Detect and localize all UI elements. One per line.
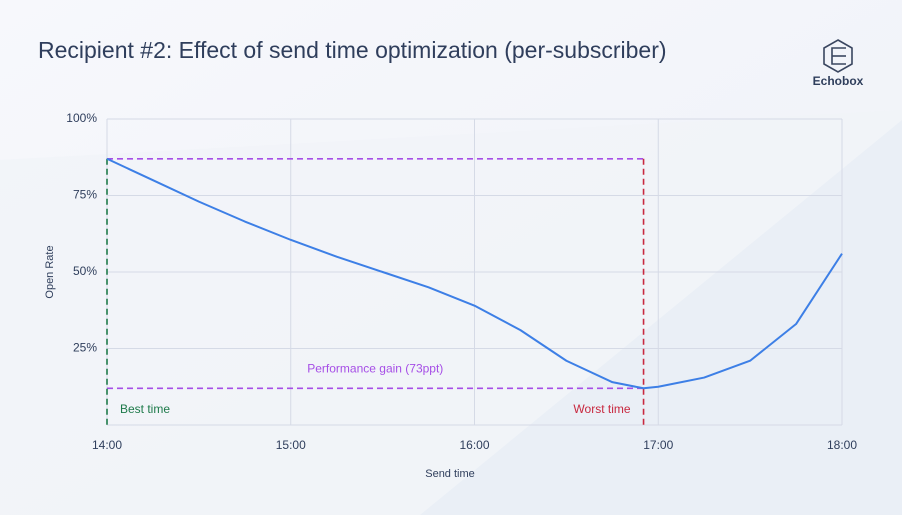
y-tick-label: 25% — [73, 341, 97, 355]
worst-label: Worst time — [573, 402, 630, 416]
gain-label: Performance gain (73ppt) — [307, 361, 443, 375]
logo-icon — [823, 39, 853, 73]
bg-shape — [420, 120, 902, 515]
y-tick-label: 100% — [66, 111, 97, 125]
y-tick-label: 50% — [73, 264, 97, 278]
y-axis-label: Open Rate — [44, 245, 56, 298]
series-line — [106, 157, 843, 390]
y-tick-label: 75% — [73, 188, 97, 202]
x-tick-label: 16:00 — [459, 438, 489, 452]
x-tick-label: 18:00 — [827, 438, 857, 452]
x-tick-label: 15:00 — [276, 438, 306, 452]
x-axis-label: Send time — [425, 468, 475, 480]
chart-title: Recipient #2: Effect of send time optimi… — [38, 37, 667, 63]
logo-text: Echobox — [813, 74, 864, 88]
x-tick-label: 14:00 — [92, 438, 122, 452]
best-label: Best time — [120, 402, 170, 416]
x-tick-label: 17:00 — [643, 438, 673, 452]
